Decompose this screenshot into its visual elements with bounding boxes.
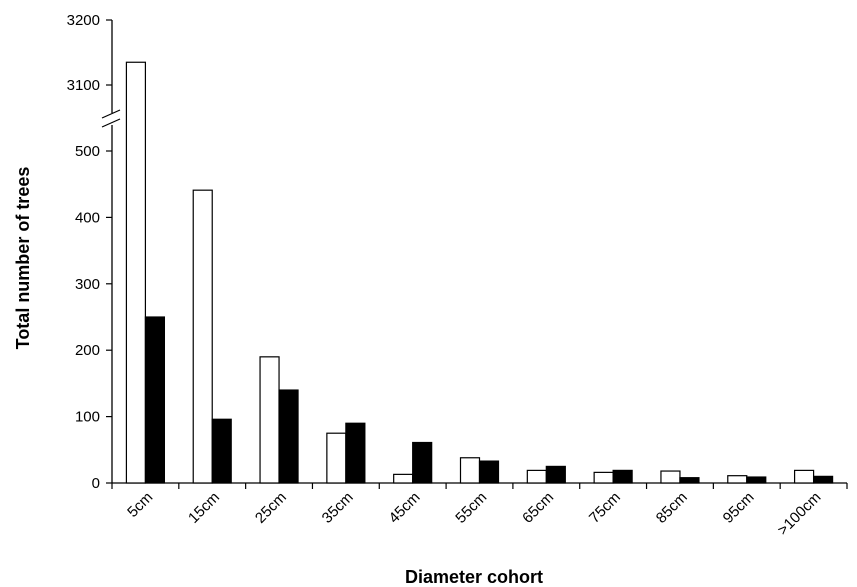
x-tick-label: 45cm bbox=[386, 489, 424, 527]
axis-break-mark bbox=[101, 109, 121, 119]
y-tick-label: 300 bbox=[75, 276, 100, 293]
x-tick-label: 15cm bbox=[185, 489, 223, 527]
y-tick-label: 0 bbox=[92, 475, 100, 492]
x-tick-label: 65cm bbox=[519, 489, 557, 527]
bar-open bbox=[526, 469, 547, 484]
y-tick-label: 3100 bbox=[67, 77, 100, 94]
bar-filled bbox=[144, 316, 166, 484]
x-tick-label: 55cm bbox=[452, 489, 490, 527]
bar-open bbox=[660, 470, 681, 484]
x-tick-label: 95cm bbox=[720, 489, 758, 527]
y-tick-label: 3200 bbox=[67, 12, 100, 29]
bar-filled bbox=[345, 422, 366, 484]
x-tick-label: 5cm bbox=[124, 489, 156, 521]
bar-filled bbox=[412, 441, 433, 484]
x-tick-label: >100cm bbox=[774, 489, 824, 539]
bar-open bbox=[793, 469, 815, 484]
x-tick-label: 35cm bbox=[319, 489, 357, 527]
y-tick-label: 400 bbox=[75, 209, 100, 226]
y-tick-label: 100 bbox=[75, 409, 100, 426]
x-tick-label: 75cm bbox=[586, 489, 624, 527]
y-axis: 0 100 200 300 400 500 3100 3200 bbox=[67, 12, 121, 492]
bar-filled bbox=[679, 477, 700, 484]
bars bbox=[125, 61, 834, 484]
x-axis-title: Diameter cohort bbox=[405, 567, 543, 587]
bar-filled bbox=[746, 476, 767, 484]
x-tick-label: 25cm bbox=[252, 489, 290, 527]
bar-filled bbox=[545, 465, 566, 484]
bar-filled bbox=[478, 460, 500, 484]
bar-open bbox=[727, 475, 748, 484]
y-tick-label: 500 bbox=[75, 143, 100, 160]
bar-open bbox=[326, 432, 347, 484]
bar-filled bbox=[812, 475, 834, 484]
bar-open bbox=[192, 189, 213, 484]
x-tick-label: 85cm bbox=[653, 489, 691, 527]
bar-open bbox=[259, 356, 280, 484]
bar-open bbox=[393, 473, 414, 484]
bar-open bbox=[593, 471, 614, 484]
y-tick-label: 200 bbox=[75, 342, 100, 359]
x-axis: 5cm 15cm 25cm 35cm 45cm 55cm 65cm 75cm 85cm 95cm >… bbox=[111, 482, 848, 539]
y-axis-title: Total number of trees bbox=[13, 167, 33, 350]
bar-open bbox=[125, 61, 147, 484]
axis-break-mark bbox=[101, 118, 121, 128]
bar-filled bbox=[211, 418, 232, 484]
bar-filled bbox=[612, 469, 633, 484]
bar-filled bbox=[278, 389, 299, 484]
bar-open bbox=[459, 457, 481, 484]
